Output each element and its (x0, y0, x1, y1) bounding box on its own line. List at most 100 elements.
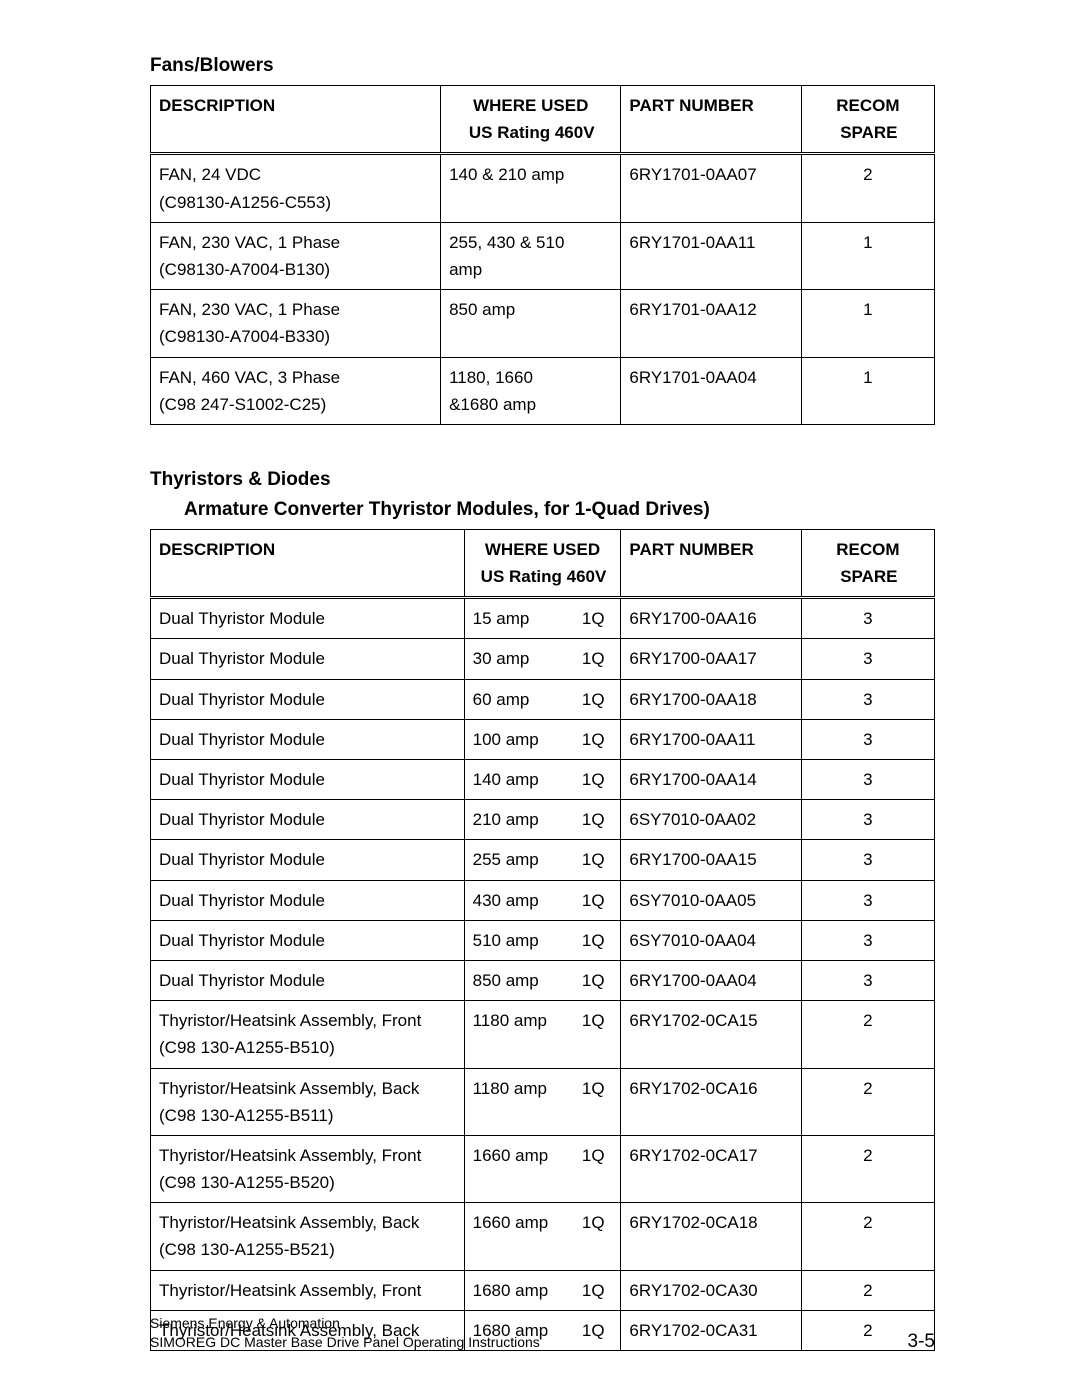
table-row: Dual Thyristor Module 430 amp1Q6SY7010-0A… (151, 880, 935, 920)
table-row: Dual Thyristor Module100 amp1Q6RY1700-0A… (151, 719, 935, 759)
section2-subtitle: Armature Converter Thyristor Modules, fo… (150, 499, 935, 521)
cell-where-rating: 1180 amp (464, 1068, 574, 1135)
cell-recom-spare: 3 (801, 800, 934, 840)
cell-recom-spare: 3 (801, 719, 934, 759)
where-line1: 850 amp (449, 296, 612, 323)
desc-line1: Dual Thyristor Module (159, 645, 456, 672)
col-part: PART NUMBER (621, 86, 801, 154)
section2-title: Thyristors & Diodes (150, 469, 935, 491)
table-row: FAN, 460 VAC, 3 Phase(C98 247-S1002-C25)… (151, 357, 935, 424)
desc-line2: (C98 247-S1002-C25) (159, 391, 432, 418)
cell-where-rating: 1660 amp (464, 1135, 574, 1202)
cell-where-quad: 1Q (574, 920, 621, 960)
table-row: Dual Thyristor Module30 amp1Q6RY1700-0AA… (151, 639, 935, 679)
cell-recom-spare: 3 (801, 920, 934, 960)
col-recom: RECOM SPARE (801, 529, 934, 597)
cell-part-number: 6RY1701-0AA11 (621, 222, 801, 289)
cell-recom-spare: 3 (801, 639, 934, 679)
cell-where-used: 255, 430 & 510amp (441, 222, 621, 289)
desc-line1: FAN, 460 VAC, 3 Phase (159, 364, 432, 391)
desc-line1: Thyristor/Heatsink Assembly, Front (159, 1007, 456, 1034)
cell-description: Dual Thyristor Module (151, 719, 465, 759)
col-where-l2: US Rating 460V (449, 119, 612, 146)
cell-part-number: 6SY7010-0AA04 (621, 920, 801, 960)
cell-where-quad: 1Q (574, 1270, 621, 1310)
desc-line1: Dual Thyristor Module (159, 887, 456, 914)
table-row: Dual Thyristor Module60 amp1Q6RY1700-0AA… (151, 679, 935, 719)
cell-where-quad: 1Q (574, 1135, 621, 1202)
cell-where-rating: 15 amp (464, 598, 574, 639)
cell-recom-spare: 3 (801, 598, 934, 639)
cell-where-rating: 60 amp (464, 679, 574, 719)
col-where: WHERE USED US Rating 460V (464, 529, 621, 597)
cell-recom-spare: 2 (801, 1068, 934, 1135)
col-where-l1: WHERE USED (449, 92, 612, 119)
desc-line1: Dual Thyristor Module (159, 806, 456, 833)
cell-where-quad: 1Q (574, 880, 621, 920)
cell-description: Dual Thyristor Module (151, 960, 465, 1000)
cell-part-number: 6RY1700-0AA14 (621, 760, 801, 800)
table-row: FAN, 230 VAC, 1 Phase(C98130-A7004-B330)… (151, 290, 935, 357)
desc-line1: Dual Thyristor Module (159, 766, 456, 793)
desc-line2: (C98 130-A1255-B510) (159, 1034, 456, 1061)
cell-where-used: 850 amp (441, 290, 621, 357)
cell-where-used: 1180, 1660&1680 amp (441, 357, 621, 424)
desc-line2: (C98130-A1256-C553) (159, 189, 432, 216)
cell-where-quad: 1Q (574, 1203, 621, 1270)
desc-line2: (C98 130-A1255-B521) (159, 1236, 456, 1263)
cell-part-number: 6SY7010-0AA05 (621, 880, 801, 920)
desc-line1: Dual Thyristor Module (159, 686, 456, 713)
thyristors-table: DESCRIPTION WHERE USED US Rating 460V PA… (150, 529, 935, 1351)
desc-line1: FAN, 230 VAC, 1 Phase (159, 229, 432, 256)
cell-where-quad: 1Q (574, 960, 621, 1000)
desc-line1: Dual Thyristor Module (159, 846, 456, 873)
table-row: Dual Thyristor Module15 amp1Q6RY1700-0AA… (151, 598, 935, 639)
cell-recom-spare: 2 (801, 1135, 934, 1202)
desc-line1: Dual Thyristor Module (159, 927, 456, 954)
where-line1: 1180, 1660 (449, 364, 612, 391)
cell-part-number: 6RY1700-0AA17 (621, 639, 801, 679)
cell-part-number: 6RY1700-0AA18 (621, 679, 801, 719)
cell-description: FAN, 460 VAC, 3 Phase(C98 247-S1002-C25) (151, 357, 441, 424)
col-recom: RECOM SPARE (801, 86, 934, 154)
col-where: WHERE USED US Rating 460V (441, 86, 621, 154)
cell-part-number: 6RY1702-0CA18 (621, 1203, 801, 1270)
desc-line1: Thyristor/Heatsink Assembly, Back (159, 1075, 456, 1102)
footer-line2: SIMOREG DC Master Base Drive Panel Opera… (150, 1333, 540, 1353)
cell-part-number: 6RY1702-0CA15 (621, 1001, 801, 1068)
cell-where-quad: 1Q (574, 840, 621, 880)
cell-description: Dual Thyristor Module (151, 920, 465, 960)
table-row: Thyristor/Heatsink Assembly, Front1680 a… (151, 1270, 935, 1310)
cell-recom-spare: 3 (801, 880, 934, 920)
cell-where-rating: 140 amp (464, 760, 574, 800)
table-row: Thyristor/Heatsink Assembly, Front(C98 1… (151, 1135, 935, 1202)
cell-recom-spare: 1 (801, 357, 934, 424)
desc-line1: Thyristor/Heatsink Assembly, Back (159, 1209, 456, 1236)
cell-part-number: 6RY1700-0AA15 (621, 840, 801, 880)
cell-recom-spare: 2 (801, 154, 934, 222)
table-row: Dual Thyristor Module255 amp1Q6RY1700-0A… (151, 840, 935, 880)
footer-line1: Siemens Energy & Automation (150, 1314, 540, 1334)
table-row: Thyristor/Heatsink Assembly, Back(C98 13… (151, 1203, 935, 1270)
col-part: PART NUMBER (621, 529, 801, 597)
cell-where-rating: 210 amp (464, 800, 574, 840)
col-recom-l1: RECOM (810, 92, 926, 119)
cell-description: Thyristor/Heatsink Assembly, Back(C98 13… (151, 1203, 465, 1270)
cell-where-quad: 1Q (574, 719, 621, 759)
cell-where-quad: 1Q (574, 760, 621, 800)
table-row: Thyristor/Heatsink Assembly, Front(C98 1… (151, 1001, 935, 1068)
desc-line2: (C98130-A7004-B130) (159, 256, 432, 283)
where-line2: &1680 amp (449, 391, 612, 418)
cell-where-rating: 430 amp (464, 880, 574, 920)
cell-where-quad: 1Q (574, 598, 621, 639)
desc-line2: (C98 130-A1255-B511) (159, 1102, 456, 1129)
section1-title: Fans/Blowers (150, 55, 935, 77)
page-number: 3-5 (908, 1331, 935, 1353)
cell-where-rating: 1680 amp (464, 1270, 574, 1310)
desc-line1: FAN, 24 VDC (159, 161, 432, 188)
cell-part-number: 6SY7010-0AA02 (621, 800, 801, 840)
col-desc: DESCRIPTION (151, 86, 441, 154)
cell-where-used: 140 & 210 amp (441, 154, 621, 222)
cell-recom-spare: 3 (801, 960, 934, 1000)
cell-description: Dual Thyristor Module (151, 679, 465, 719)
